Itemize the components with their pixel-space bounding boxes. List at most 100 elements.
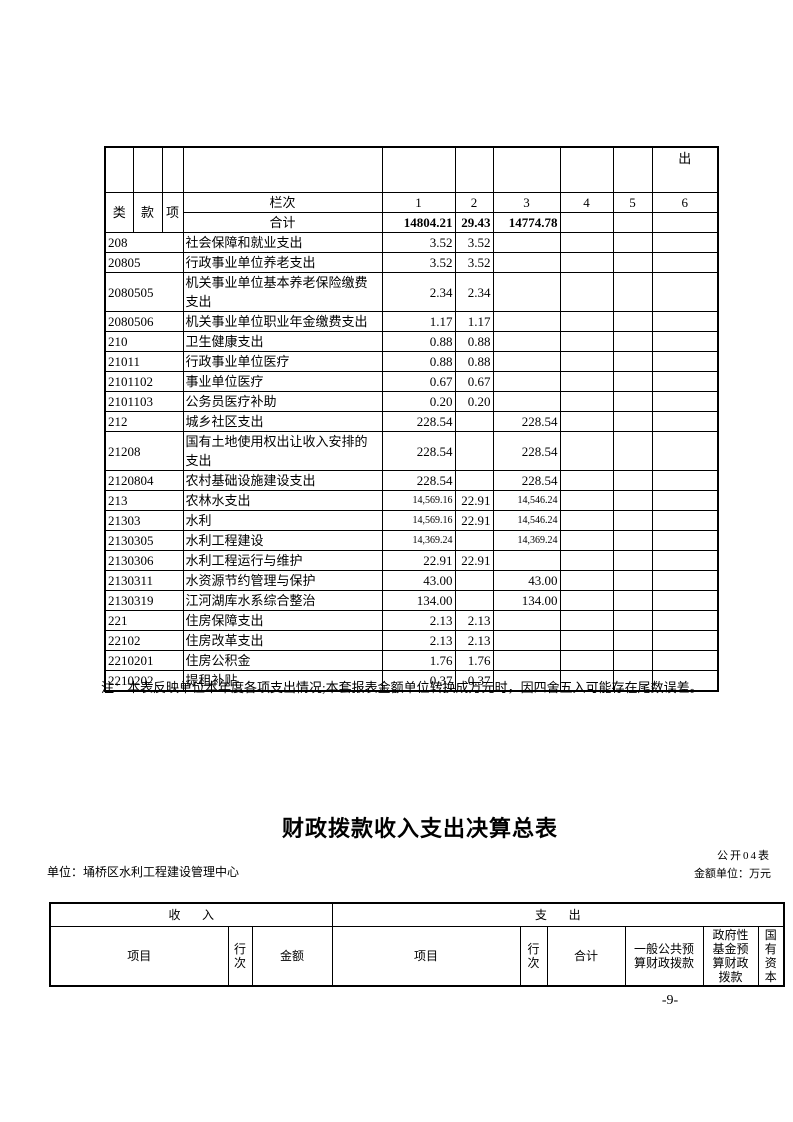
row-value: [454, 411, 494, 432]
row-value: [651, 311, 719, 332]
income-item-header: 项目: [49, 926, 229, 987]
row-value: 43.00: [381, 570, 456, 591]
row-value: 2.34: [454, 272, 494, 312]
row-value: [559, 470, 614, 491]
table-row: 210 卫生健康支出 0.88 0.88: [104, 331, 719, 352]
row-value: [612, 351, 653, 372]
row-value: [559, 371, 614, 392]
row-value: [612, 331, 653, 352]
col-number: 5: [612, 192, 653, 213]
row-value: 1.17: [381, 311, 456, 332]
row-value: 0.88: [381, 331, 456, 352]
row-description: 社会保障和就业支出: [182, 232, 383, 253]
row-value: [612, 590, 653, 611]
col-number: 4: [559, 192, 614, 213]
row-value: [492, 232, 561, 253]
table-row: 221 住房保障支出 2.13 2.13: [104, 610, 719, 631]
row-value: [651, 351, 719, 372]
table-code-label: 公开04表: [717, 850, 771, 862]
row-value: [454, 530, 494, 551]
row-value: [612, 470, 653, 491]
table-row: 212 城乡社区支出 228.54 228.54: [104, 411, 719, 432]
row-description: 住房改革支出: [182, 630, 383, 651]
col-number: 2: [454, 192, 494, 213]
row-value: [612, 650, 653, 671]
row-value: [559, 351, 614, 372]
total-value: 29.43: [454, 212, 494, 233]
row-value: [559, 550, 614, 571]
row-code: 2101102: [104, 371, 184, 392]
empty-cell: [132, 146, 163, 193]
table-row: 2080506 机关事业单位职业年金缴费支出 1.17 1.17: [104, 311, 719, 332]
row-value: [559, 590, 614, 611]
row-value: [651, 411, 719, 432]
table-row: 2120804 农村基础设施建设支出 228.54 228.54: [104, 470, 719, 491]
row-value: [492, 331, 561, 352]
summary-table-container: 收入 支出 项目 行次 金额 项目 行次 合计 一般公共预算财政拨款 政府性基金…: [49, 902, 786, 987]
row-code: 2210201: [104, 650, 184, 671]
row-value: [612, 252, 653, 273]
total-row: 合计 14804.21 29.43 14774.78: [105, 212, 719, 233]
expense-item-header: 项目: [331, 926, 521, 987]
row-value: [612, 610, 653, 631]
row-value: [612, 311, 653, 332]
row-value: [492, 550, 561, 571]
row-description: 水利: [182, 510, 383, 531]
row-value: [559, 391, 614, 412]
row-value: [612, 550, 653, 571]
row-code: 21208: [104, 431, 184, 471]
row-value: [651, 431, 719, 471]
row-value: [651, 490, 719, 511]
summary-section-header-row: 收入 支出: [49, 902, 785, 927]
row-value: 1.76: [381, 650, 456, 671]
table-note: 注：本表反映单位本年度各项支出情况;本套报表金额单位转换成万元时，因四舍五入可能…: [101, 680, 703, 695]
row-description: 农村基础设施建设支出: [182, 470, 383, 491]
row-description: 江河湖库水系综合整治: [182, 590, 383, 611]
table-row: 2130311 水资源节约管理与保护 43.00 43.00: [104, 570, 719, 591]
row-description: 机关事业单位基本养老保险缴费支出: [182, 272, 383, 312]
row-value: [492, 650, 561, 671]
row-value: [559, 232, 614, 253]
row-value: [492, 351, 561, 372]
table-row: 2210201 住房公积金 1.76 1.76: [104, 650, 719, 671]
table-row: 2130319 江河湖库水系综合整治 134.00 134.00: [104, 590, 719, 611]
table-row: 2101102 事业单位医疗 0.67 0.67: [104, 371, 719, 392]
table-row: 2080505 机关事业单位基本养老保险缴费支出 2.34 2.34: [104, 272, 719, 312]
total-label: 合计: [182, 212, 383, 233]
amount-unit-label: 金额单位：万元: [694, 868, 771, 880]
row-value: 14,369.24: [492, 530, 561, 551]
row-value: 14,569.16: [381, 490, 456, 511]
row-code: 212: [104, 411, 184, 432]
row-value: [559, 431, 614, 471]
row-value: [612, 371, 653, 392]
empty-cell: [492, 146, 561, 193]
row-value: 3.52: [454, 252, 494, 273]
row-description: 行政事业单位医疗: [182, 351, 383, 372]
table-row: 2101103 公务员医疗补助 0.20 0.20: [104, 391, 719, 412]
gov-fund-budget-header: 政府性基金预算财政拨款: [702, 926, 759, 987]
row-value: 2.13: [381, 630, 456, 651]
row-value: 228.54: [381, 411, 456, 432]
row-value: 14,546.24: [492, 510, 561, 531]
row-description: 水利工程运行与维护: [182, 550, 383, 571]
row-value: 14,369.24: [381, 530, 456, 551]
column-index-row: 类 款 项 栏次 1 2 3 4 5 6: [104, 192, 719, 233]
row-value: 1.17: [454, 311, 494, 332]
row-value: [492, 272, 561, 312]
row-value: 228.54: [492, 470, 561, 491]
row-code: 2130311: [104, 570, 184, 591]
class-header: 类: [104, 192, 134, 233]
table-row: 21011 行政事业单位医疗 0.88 0.88: [104, 351, 719, 372]
row-description: 住房保障支出: [182, 610, 383, 631]
row-value: [651, 391, 719, 412]
row-value: 3.52: [454, 232, 494, 253]
empty-cell: [161, 146, 184, 193]
col-number: 1: [381, 192, 456, 213]
carryover-header-text: 出: [651, 146, 719, 193]
state-capital-header: 国有资本: [757, 926, 785, 987]
row-value: [559, 252, 614, 273]
section-header: 款: [132, 192, 163, 233]
row-value: [492, 391, 561, 412]
row-code: 2080505: [104, 272, 184, 312]
